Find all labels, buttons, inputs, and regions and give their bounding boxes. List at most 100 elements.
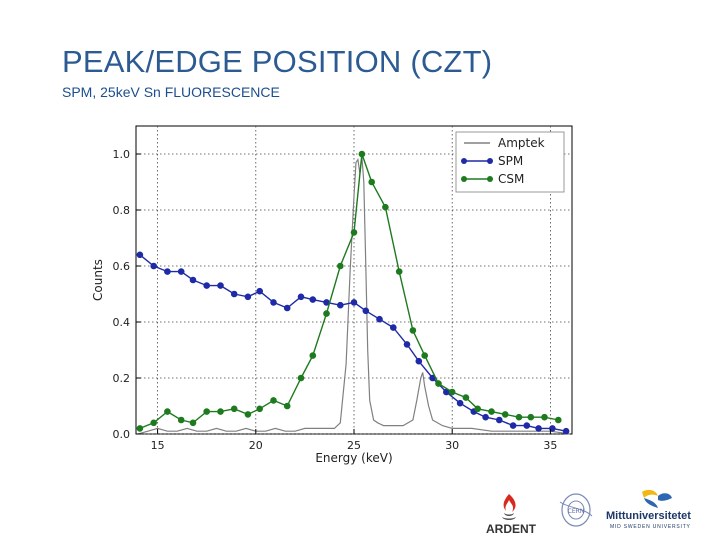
data-point-spm xyxy=(189,276,197,284)
data-point-spm xyxy=(390,324,397,331)
data-point-csm xyxy=(462,394,470,401)
data-point-spm xyxy=(509,422,517,429)
data-point-csm xyxy=(297,374,305,382)
data-point-csm xyxy=(230,405,238,413)
legend-label-amptek: Amptek xyxy=(498,136,545,150)
data-point-csm xyxy=(270,397,277,404)
data-point-csm xyxy=(203,408,210,415)
data-point-csm xyxy=(515,413,523,421)
x-tick-label: 35 xyxy=(543,439,557,452)
data-point-spm xyxy=(496,416,503,424)
data-point-csm xyxy=(283,402,291,410)
ardent-logo: ARDENT xyxy=(478,492,540,536)
data-point-spm xyxy=(256,287,263,295)
data-point-spm xyxy=(217,282,224,289)
data-point-spm xyxy=(482,413,489,421)
data-point-spm xyxy=(456,399,464,407)
data-point-spm xyxy=(150,262,157,270)
data-point-spm xyxy=(270,299,277,306)
y-tick-label: 0.6 xyxy=(113,260,131,273)
y-tick-label: 1.0 xyxy=(113,148,131,161)
legend-marker-spm-1 xyxy=(461,158,467,164)
data-point-csm xyxy=(474,405,482,413)
y-axis-label: Counts xyxy=(91,259,105,301)
data-point-csm xyxy=(337,262,344,270)
data-point-spm xyxy=(309,296,317,303)
y-tick-label: 0.4 xyxy=(113,316,131,329)
slide-subtitle: SPM, 25keV Sn FLUORESCENCE xyxy=(62,84,280,100)
y-tick-label: 0.2 xyxy=(113,372,131,385)
data-point-spm xyxy=(136,251,144,259)
data-point-spm xyxy=(562,427,570,435)
legend-marker-csm-1 xyxy=(461,176,467,182)
legend-marker-csm-2 xyxy=(487,176,493,182)
data-point-csm xyxy=(382,203,389,211)
data-point-csm xyxy=(358,150,366,158)
data-point-spm xyxy=(283,304,291,312)
data-point-csm xyxy=(217,408,224,415)
data-point-csm xyxy=(488,408,495,415)
data-point-csm xyxy=(164,408,171,415)
data-point-csm xyxy=(368,178,376,186)
grid-layer xyxy=(136,126,572,435)
ardent-flame-icon xyxy=(502,494,516,520)
data-point-csm xyxy=(409,327,417,334)
data-point-spm xyxy=(323,299,330,306)
data-point-csm xyxy=(448,388,456,396)
data-point-csm xyxy=(555,416,562,424)
data-point-csm xyxy=(435,380,442,387)
data-point-spm xyxy=(177,268,185,275)
data-point-csm xyxy=(395,268,403,275)
data-point-csm xyxy=(309,352,317,359)
energy-spectrum-chart: 15 20 25 30 35 0.0 0.2 0.4 0.6 0.8 1.0 Energy (keV… xyxy=(91,125,573,465)
x-tick-label: 25 xyxy=(347,439,361,452)
x-tick-label: 20 xyxy=(249,439,263,452)
data-point-csm xyxy=(501,411,509,418)
data-point-spm xyxy=(376,315,383,323)
series-line-amptek xyxy=(137,156,571,435)
tick-layer: 15 20 25 30 35 0.0 0.2 0.4 0.6 0.8 1.0 xyxy=(113,148,558,452)
legend-box xyxy=(455,131,565,193)
x-axis-label: Energy (keV) xyxy=(315,451,392,465)
y-tick-label: 0.8 xyxy=(113,204,131,217)
data-point-spm xyxy=(164,268,171,275)
data-point-spm xyxy=(297,293,305,301)
cern-ring-icon: CERN xyxy=(559,493,593,527)
data-point-csm xyxy=(541,413,548,421)
legend-label-csm: CSM xyxy=(498,172,524,186)
miun-logo-subtext: MID SWEDEN UNIVERSITY xyxy=(610,524,691,530)
ardent-logo-text: ARDENT xyxy=(486,522,536,536)
data-point-spm xyxy=(350,299,358,306)
cern-logo: CERN xyxy=(556,488,596,534)
data-point-csm xyxy=(150,419,157,427)
mittuniversitetet-logo: Mittuniversitetet MID SWEDEN UNIVERSITY xyxy=(602,488,714,534)
data-point-csm xyxy=(527,413,535,421)
data-point-csm xyxy=(177,416,185,424)
legend-marker-spm-2 xyxy=(487,158,493,164)
data-point-spm xyxy=(230,290,238,298)
data-point-spm xyxy=(337,301,344,309)
data-point-spm xyxy=(362,307,370,315)
data-point-spm xyxy=(203,282,210,289)
slide-title: PEAK/EDGE POSITION (CZT) xyxy=(62,44,493,79)
data-point-spm xyxy=(244,293,252,301)
data-point-csm xyxy=(323,310,330,317)
series-layer xyxy=(136,150,571,435)
cern-logo-text: CERN xyxy=(568,508,585,515)
y-tick-label: 0.0 xyxy=(113,428,131,441)
data-point-spm xyxy=(443,388,450,396)
legend-label-spm: SPM xyxy=(498,154,523,168)
data-point-csm xyxy=(421,352,429,359)
x-tick-label: 15 xyxy=(151,439,165,452)
data-point-csm xyxy=(189,419,197,427)
chart-legend: Amptek SPM CSM xyxy=(455,131,565,193)
data-point-csm xyxy=(136,425,144,432)
data-point-spm xyxy=(403,341,411,348)
data-point-csm xyxy=(350,229,358,236)
data-point-csm xyxy=(256,405,263,413)
miun-emblem-icon xyxy=(642,489,672,508)
data-point-spm xyxy=(523,422,531,429)
miun-logo-text: Mittuniversitetet xyxy=(606,510,691,522)
data-point-spm xyxy=(535,425,542,432)
data-point-csm xyxy=(244,411,252,418)
